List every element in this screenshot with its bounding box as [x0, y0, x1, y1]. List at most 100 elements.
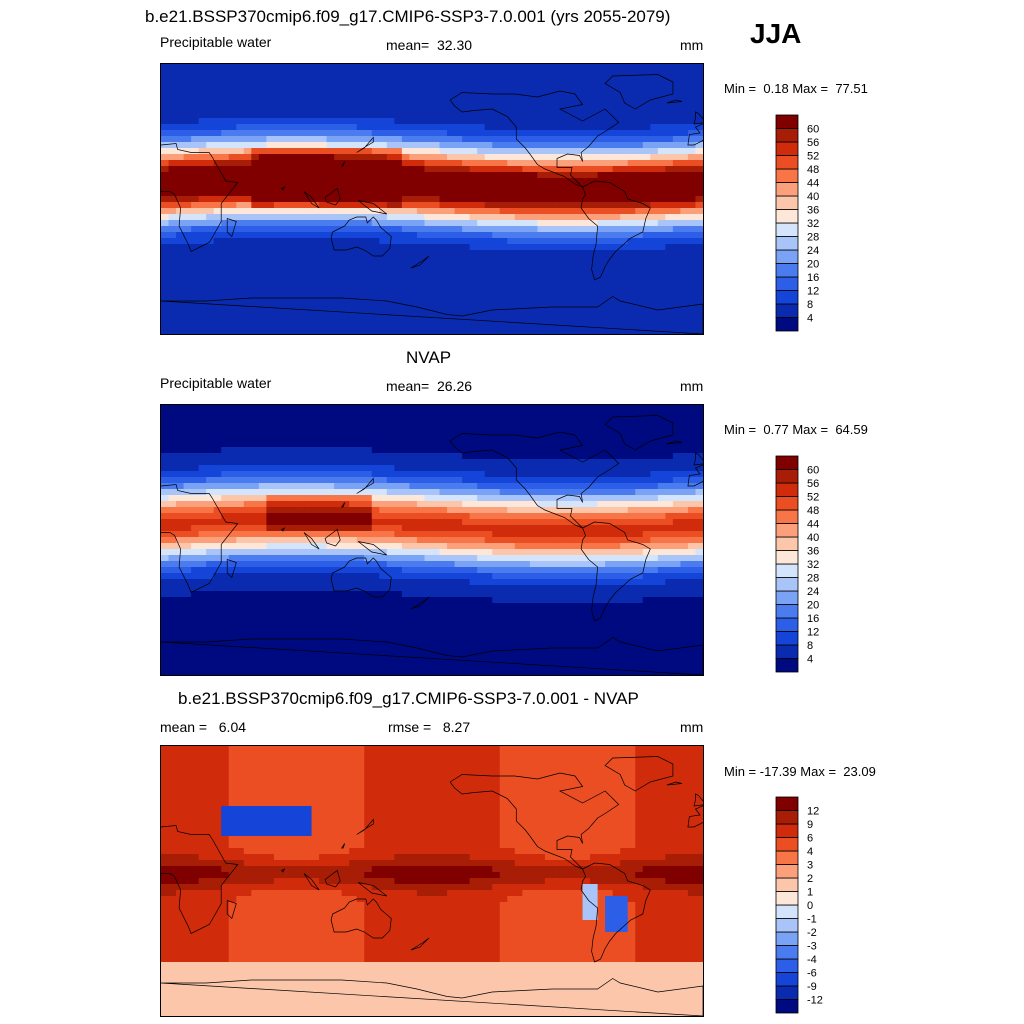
- continent-outline: [226, 900, 237, 920]
- panel1-colorbar-tick-label: 20: [807, 259, 819, 271]
- panel3-colorbar-tick-label: 2: [807, 873, 813, 885]
- continent-outline: [604, 74, 674, 110]
- panel1-colorbar-tick-label: 44: [807, 178, 819, 190]
- panel1-colorbar: 4 8 12 16 20 24 28 32 36 40 44 48 52 56 60: [775, 114, 846, 332]
- panel2-units-label: mm: [680, 378, 704, 394]
- panel1-max-value: 77.51: [835, 81, 868, 96]
- panel2-colorbar-tick-label: 32: [807, 559, 819, 571]
- antarctica-outline: [161, 296, 703, 334]
- panel3-colorbar: -12 -9 -6 -4 -3 -2 -1 0 1 2 3 4 6 9 12: [775, 796, 846, 1014]
- panel1-colorbar-box: [775, 290, 799, 305]
- panel3-colorbar-box: [775, 810, 799, 825]
- panel2-colorbar-box: [775, 644, 799, 659]
- panel1-min-value: 0.18: [763, 81, 789, 96]
- panel3-colorbar-box: [775, 864, 799, 879]
- panel3-colorbar-box: [775, 823, 799, 838]
- panel3-min-value: -17.39: [759, 764, 797, 779]
- panel2-colorbar-box: [775, 509, 799, 524]
- panel1-minmax: Min = 0.18 Max = 77.51: [724, 81, 868, 96]
- panel3-colorbar-box: [775, 972, 799, 987]
- continent-outline: [161, 484, 239, 593]
- panel2-colorbar-box: [775, 496, 799, 511]
- panel1-colorbar-tick-label: 52: [807, 151, 819, 163]
- panel2-colorbar-box: [775, 563, 799, 578]
- continent-outline: [280, 868, 286, 873]
- panel3-colorbar-tick-label: 9: [807, 819, 813, 831]
- panel1-colorbar-tick-label: 48: [807, 164, 819, 176]
- panel3-colorbar-tick-label: 3: [807, 860, 813, 872]
- panel3-colorbar-tick-label: -12: [807, 995, 823, 1007]
- panel2-mean-label: mean= 26.26: [386, 378, 473, 394]
- panel2-coastlines: [161, 415, 703, 675]
- panel2-contour-plot: [161, 405, 703, 675]
- panel1-colorbar-box: [775, 236, 799, 251]
- continent-outline: [604, 756, 674, 792]
- panel3-max-value: 23.09: [843, 764, 876, 779]
- panel2-colorbar-box: [775, 617, 799, 632]
- panel1-colorbar-box: [775, 155, 799, 170]
- panel2-colorbar: 4 8 12 16 20 24 28 32 36 40 44 48 52 56 60: [775, 455, 846, 673]
- continent-outline: [666, 440, 682, 445]
- panel2-colorbar-box: [775, 631, 799, 646]
- continent-outline: [666, 781, 682, 786]
- continent-outline: [449, 431, 620, 529]
- panel3-colorbar-box: [775, 904, 799, 919]
- panel2-colorbar-tick-label: 40: [807, 532, 819, 544]
- panel1-colorbar-tick-label: 4: [807, 313, 813, 325]
- panel1-colorbar-box: [775, 317, 799, 332]
- panel1-colorbar-tick-label: 24: [807, 245, 819, 257]
- panel2-colorbar-tick-label: 36: [807, 546, 819, 558]
- panel2-colorbar-box: [775, 590, 799, 605]
- continent-outline: [341, 502, 346, 508]
- panel3-colorbar-tick-label: -6: [807, 968, 817, 980]
- panel3-colorbar-box: [775, 850, 799, 865]
- continent-outline: [324, 187, 341, 206]
- continent-outline: [280, 186, 286, 191]
- continent-outline: [356, 477, 374, 494]
- panel2-title: NVAP: [406, 348, 452, 367]
- continent-outline: [666, 99, 682, 104]
- continent-outline: [693, 793, 703, 807]
- panel1-mean-label: mean= 32.30: [386, 37, 473, 53]
- panel1-colorbar-box: [775, 168, 799, 183]
- panel1-colorbar-tick-label: 16: [807, 272, 819, 284]
- panel2-colorbar-box: [775, 469, 799, 484]
- panel2-colorbar-tick-label: 20: [807, 600, 819, 612]
- panel1-colorbar-box: [775, 141, 799, 156]
- continent-outline: [280, 527, 286, 532]
- panel3-colorbar-tick-label: 6: [807, 833, 813, 845]
- panel3-coastlines: [161, 756, 703, 1016]
- panel2-map: [160, 404, 704, 676]
- panel3-colorbar-box: [775, 796, 799, 811]
- panel2-colorbar-tick-label: 60: [807, 465, 819, 477]
- panel3-field-cells: [161, 746, 703, 1016]
- antarctica-outline: [161, 978, 703, 1016]
- panel2-colorbar-box: [775, 536, 799, 551]
- panel1-colorbar-box: [775, 303, 799, 318]
- panel3-colorbar-tick-label: -2: [807, 927, 817, 939]
- panel3-minmax: Min = -17.39 Max = 23.09: [724, 764, 876, 779]
- panel2-colorbar-box: [775, 577, 799, 592]
- panel3-title: b.e21.BSSP370cmip6.f09_g17.CMIP6-SSP3-7.…: [178, 689, 639, 708]
- panel3-colorbar-tick-label: 4: [807, 846, 813, 858]
- continent-outline: [604, 415, 674, 451]
- panel3-colorbar-box: [775, 945, 799, 960]
- panel2-min-value: 0.77: [763, 422, 789, 437]
- panel3-colorbar-tick-label: -4: [807, 954, 817, 966]
- panel1-colorbar-tick-label: 60: [807, 124, 819, 136]
- panel1-colorbar-tick-label: 32: [807, 218, 819, 230]
- panel1-colorbar-tick-label: 12: [807, 286, 819, 298]
- panel2-colorbar-box: [775, 482, 799, 497]
- panel3-mean-value: 6.04: [218, 719, 247, 735]
- continent-outline: [330, 216, 392, 257]
- continent-outline: [580, 521, 651, 622]
- panel3-mean-label: mean = 6.04: [160, 719, 247, 735]
- panel2-colorbar-box: [775, 604, 799, 619]
- panel1-variable-label: Precipitable water: [160, 34, 272, 50]
- panel1-colorbar-box: [775, 249, 799, 264]
- continent-outline: [161, 825, 239, 934]
- panel3-rmse-value: 8.27: [442, 719, 471, 735]
- panel2-colorbar-tick-label: 16: [807, 613, 819, 625]
- panel2-colorbar-tick-label: 48: [807, 505, 819, 517]
